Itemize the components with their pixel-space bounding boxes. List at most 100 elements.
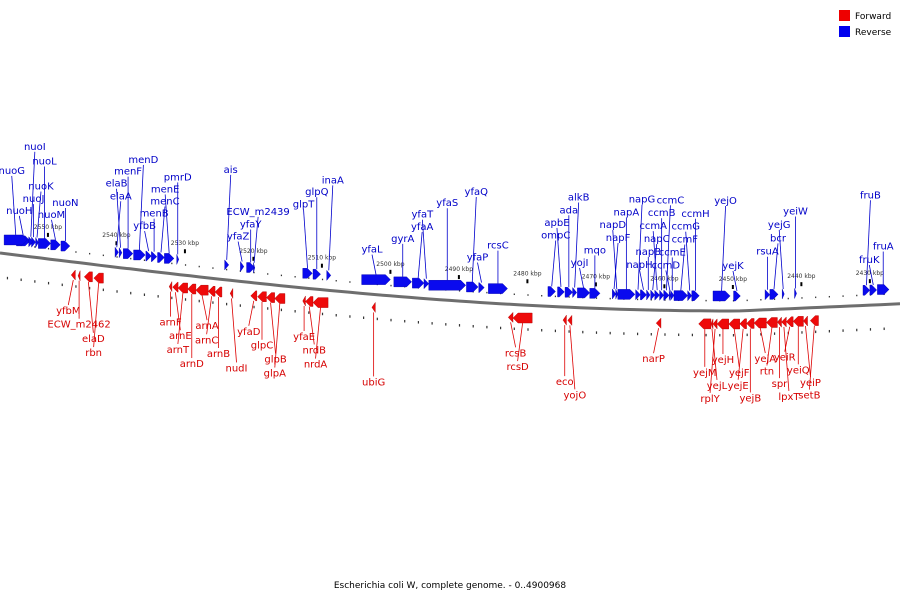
gene-glyph-elaD	[83, 271, 93, 283]
gene-glyph-yejH	[716, 318, 729, 330]
minor-tick-lower	[34, 280, 36, 283]
gene-label-yejA: yejA	[754, 354, 776, 365]
gene-label-napG: napG	[629, 195, 656, 206]
minor-tick-upper	[34, 246, 36, 248]
gene-glyph-ais	[224, 259, 230, 271]
gene-glyph-ccmE	[670, 289, 675, 302]
gene-label-narP: narP	[642, 354, 665, 365]
gene-glyph-elaB	[118, 247, 123, 258]
gene-connector	[144, 230, 150, 252]
gene-connector	[274, 303, 281, 368]
kbp-tick-mark	[868, 279, 871, 284]
minor-tick-lower	[89, 286, 91, 290]
gene-glyph-rplY	[712, 318, 718, 330]
gene-glyph-ompC	[547, 286, 556, 297]
gene-connector	[551, 240, 557, 287]
kbp-tick-mark	[115, 241, 118, 246]
gene-glyph-glpB	[266, 292, 275, 303]
minor-tick-lower	[541, 328, 543, 332]
gene-glyph-ccmF	[673, 290, 688, 301]
minor-tick-lower	[116, 290, 118, 293]
genome-caption: Escherichia coli W, complete genome. - 0…	[334, 581, 567, 591]
gene-glyph-nudI	[229, 288, 234, 299]
minor-tick-upper	[773, 298, 776, 300]
gene-label-elaA: elaA	[110, 191, 132, 202]
gene-glyph-menF	[123, 248, 134, 259]
minor-tick-lower	[349, 315, 351, 318]
gene-label-arnT: arnT	[167, 345, 190, 356]
gene-glyph-glpQ	[312, 269, 321, 280]
gene-connector	[737, 328, 744, 380]
gene-connector	[711, 328, 718, 380]
gene-connector	[226, 174, 232, 260]
gene-glyph-glpT	[302, 268, 313, 279]
gene-connector	[639, 269, 644, 290]
kbp-tick-mark	[526, 279, 529, 284]
gene-glyph-menD	[133, 249, 146, 261]
gene-label-yfaZ: yfaZ	[227, 232, 250, 243]
gene-label-gyrA: gyrA	[391, 234, 414, 245]
minor-tick-upper	[89, 252, 91, 255]
gene-label-menB: menB	[140, 209, 169, 220]
gene-connector	[569, 325, 576, 390]
gene-connector	[613, 242, 619, 290]
gene-glyph-arnE	[172, 281, 179, 293]
gene-connector	[579, 267, 584, 288]
gene-connector	[653, 328, 659, 354]
gene-label-ccmH: ccmH	[681, 209, 709, 220]
gene-label-ccmA: ccmA	[639, 221, 667, 232]
gene-glyph-mqo	[589, 288, 601, 299]
minor-tick-lower	[486, 325, 488, 329]
kbp-tick-label: 2470 kbp	[582, 273, 610, 280]
minor-tick-lower	[47, 281, 50, 285]
gene-connector	[721, 205, 726, 291]
gene-connector	[93, 283, 100, 348]
gene-connector	[30, 151, 36, 237]
gene-label-napD: napD	[600, 220, 627, 231]
minor-tick-lower	[239, 304, 241, 307]
gene-label-nuoK: nuoK	[28, 182, 54, 193]
gene-label-nudI: nudI	[226, 363, 248, 374]
minor-tick-upper	[212, 267, 214, 269]
minor-tick-lower	[472, 324, 474, 328]
minor-tick-lower	[363, 316, 365, 319]
gene-glyph-yfbM	[70, 269, 76, 281]
gene-label-menE: menE	[151, 184, 180, 195]
gene-glyph-rcsB	[507, 311, 514, 323]
gene-connector	[303, 209, 308, 269]
kbp-tick-mark	[46, 232, 49, 237]
gene-glyph-yeiP	[803, 315, 808, 327]
minor-tick-lower	[226, 302, 228, 306]
gene-label-ccmF: ccmF	[672, 235, 699, 246]
minor-tick-lower	[143, 293, 146, 296]
gene-label-rbn: rbn	[85, 348, 102, 359]
kbp-tick-label: 2440 kbp	[787, 273, 815, 280]
gene-label-yojI: yojI	[571, 258, 589, 269]
gene-connector	[177, 292, 184, 345]
minor-tick-lower	[390, 318, 392, 322]
gene-label-ubiG: ubiG	[362, 377, 385, 388]
kbp-tick-label: 2430 kbp	[856, 270, 884, 277]
gene-glyph-napA	[617, 289, 636, 300]
minor-tick-lower	[335, 313, 337, 317]
minor-tick-upper	[226, 268, 228, 271]
minor-tick-lower	[280, 308, 283, 312]
minor-tick-upper	[308, 277, 310, 279]
gene-glyph-yfaQ	[466, 281, 479, 293]
minor-tick-upper	[102, 254, 104, 257]
minor-tick-lower	[623, 332, 625, 335]
minor-tick-upper	[705, 299, 707, 302]
gene-glyph-nuoM	[50, 239, 61, 251]
minor-tick-lower	[732, 333, 735, 337]
gene-glyph-elaA	[114, 246, 119, 258]
gene-label-inaA: inaA	[322, 175, 344, 186]
minor-tick-upper	[595, 297, 598, 299]
gene-label-menC: menC	[150, 196, 179, 207]
gene-label-ompC: ompC	[541, 231, 570, 242]
gene-label-mqo: mqo	[584, 245, 606, 256]
gene-glyph-pmrD	[176, 254, 179, 265]
gene-label-pmrD: pmrD	[164, 172, 192, 183]
minor-tick-lower	[869, 328, 872, 331]
gene-label-arnF: arnF	[159, 318, 181, 329]
